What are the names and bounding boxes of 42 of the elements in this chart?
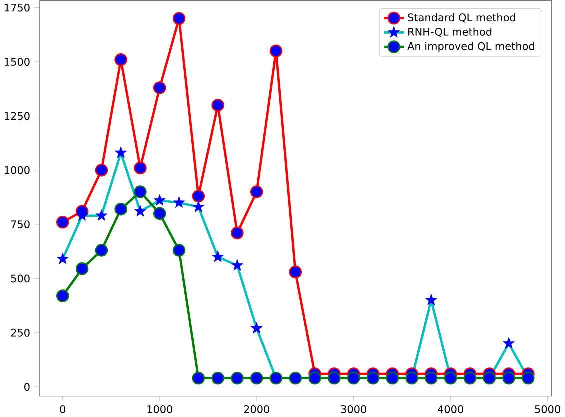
point [76,262,89,276]
y-tick-label: 250 [11,328,30,337]
x-tick-label: 4000 [438,405,464,414]
point [153,81,166,94]
point [114,202,128,216]
point [56,290,70,302]
point [250,185,264,198]
y-tick-label: 0 [24,382,30,391]
legend-label: RNH-QL method [408,28,492,38]
y-tick-label: 1750 [5,4,30,12]
point [172,12,186,25]
point [134,185,147,198]
point [502,372,516,385]
point [212,98,224,112]
y-tick-label: 500 [11,274,30,283]
legend-label: Standard QL method [408,13,516,23]
point [231,372,244,385]
x-tick-label: 1000 [148,405,172,414]
y-tick-label: 1500 [5,58,30,66]
point [134,162,147,174]
legend-label: An improved QL method [408,42,534,52]
point [192,190,206,203]
y-tick-label: 750 [11,220,30,228]
point [425,372,438,385]
y-tick-label: 1250 [5,112,30,120]
point [289,266,302,278]
x-tick-label: 0 [60,405,66,414]
y-tick-label: 1000 [5,166,30,174]
point [114,53,128,66]
point [95,244,108,257]
point [153,207,166,220]
point [212,372,224,385]
point [231,226,244,240]
point [172,244,186,257]
point [95,164,108,177]
point [250,372,264,385]
point [192,372,206,385]
x-tick-label: 5000 [535,405,560,414]
x-tick-label: 3000 [341,405,366,414]
x-tick-label: 2000 [244,405,270,414]
point [56,216,70,229]
point [270,44,283,58]
